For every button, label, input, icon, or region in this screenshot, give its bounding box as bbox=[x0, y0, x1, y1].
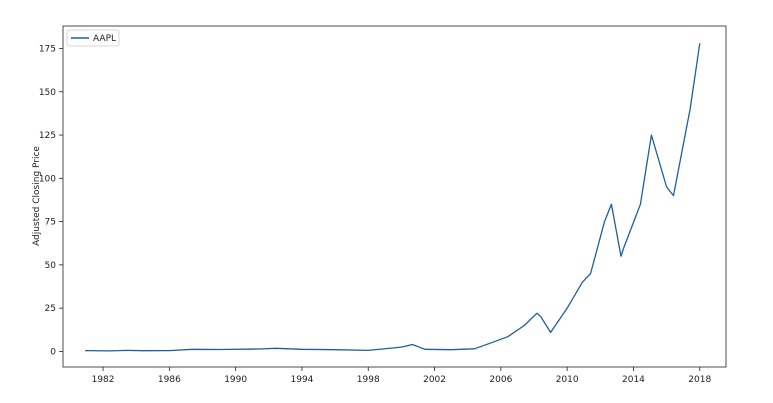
plot-background bbox=[63, 26, 726, 367]
series-line-aapl bbox=[85, 43, 701, 352]
plot-frame bbox=[62, 25, 727, 368]
y-tick-label: 175 bbox=[39, 45, 56, 55]
y-tick-label: 0 bbox=[50, 347, 56, 357]
x-tick-label: 1994 bbox=[291, 375, 314, 385]
x-tick-label: 1982 bbox=[92, 375, 115, 385]
x-tick-label: 2002 bbox=[423, 375, 446, 385]
legend-box bbox=[66, 29, 120, 47]
x-tick-label: 2014 bbox=[622, 375, 645, 385]
x-tick-label: 1998 bbox=[357, 375, 380, 385]
y-tick-label: 150 bbox=[39, 88, 56, 98]
y-tick-label: 75 bbox=[45, 218, 56, 228]
x-tick-label: 2018 bbox=[688, 375, 711, 385]
y-axis: 0 25 50 75 100 125 150 175 bbox=[39, 45, 63, 357]
y-axis-label: Adjusted Closing Price bbox=[32, 146, 42, 246]
x-tick-label: 2006 bbox=[489, 375, 512, 385]
y-tick-label: 100 bbox=[39, 174, 56, 184]
series-group bbox=[85, 43, 701, 352]
x-axis: 1982 1986 1990 1994 1998 2002 2006 2010 2014 2018 bbox=[92, 367, 711, 385]
y-tick-label: 125 bbox=[39, 131, 56, 141]
y-tick-label: 25 bbox=[45, 304, 56, 314]
legend: AAPL bbox=[66, 29, 120, 47]
x-tick-label: 2010 bbox=[556, 375, 579, 385]
x-tick-label: 1990 bbox=[224, 375, 247, 385]
x-tick-label: 1986 bbox=[158, 375, 181, 385]
y-tick-label: 50 bbox=[45, 261, 57, 271]
legend-label-aapl: AAPL bbox=[93, 34, 116, 44]
